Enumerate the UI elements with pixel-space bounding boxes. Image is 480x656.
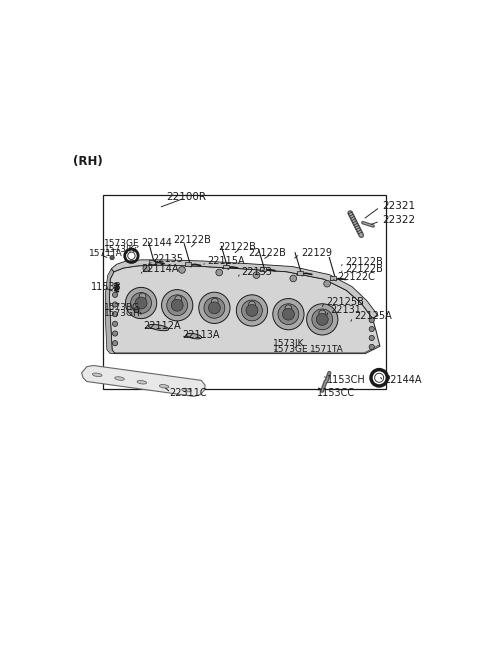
Text: 1573JK: 1573JK (104, 245, 135, 254)
Circle shape (285, 305, 292, 312)
Text: 22144: 22144 (141, 239, 172, 249)
Text: 1573GE: 1573GE (273, 344, 309, 354)
Text: 1573BG: 1573BG (104, 303, 140, 312)
Text: 22144A: 22144A (384, 375, 422, 385)
Circle shape (290, 275, 297, 282)
Text: 22113A: 22113A (182, 330, 219, 340)
Circle shape (369, 318, 374, 323)
Circle shape (319, 310, 325, 317)
Circle shape (112, 340, 118, 346)
Text: 22100R: 22100R (167, 192, 206, 201)
Text: 22125B: 22125B (326, 297, 364, 306)
Circle shape (112, 331, 118, 336)
Text: 1153CH: 1153CH (327, 375, 366, 384)
Circle shape (246, 304, 258, 316)
FancyBboxPatch shape (260, 267, 266, 271)
Circle shape (312, 309, 333, 330)
Text: 22321: 22321 (382, 201, 415, 211)
Circle shape (139, 293, 146, 300)
Text: 22129: 22129 (301, 248, 332, 258)
Circle shape (112, 312, 118, 317)
Circle shape (369, 344, 374, 350)
Text: 22131: 22131 (330, 304, 361, 315)
Circle shape (167, 295, 188, 316)
Circle shape (110, 255, 114, 260)
Ellipse shape (93, 373, 102, 377)
Text: 22115A: 22115A (207, 256, 245, 266)
Polygon shape (106, 269, 115, 354)
Text: 22112A: 22112A (144, 321, 181, 331)
Circle shape (278, 304, 299, 325)
FancyBboxPatch shape (330, 276, 336, 280)
Circle shape (179, 266, 185, 274)
Text: (RH): (RH) (73, 155, 103, 167)
Text: 22133: 22133 (241, 267, 273, 277)
Text: 22122B: 22122B (173, 235, 211, 245)
Circle shape (143, 265, 150, 272)
Text: 1571TA: 1571TA (310, 344, 344, 354)
FancyBboxPatch shape (149, 260, 155, 264)
Circle shape (199, 292, 230, 323)
Circle shape (316, 314, 328, 325)
Circle shape (134, 307, 139, 312)
Circle shape (204, 297, 225, 318)
Polygon shape (82, 365, 205, 396)
Text: 22125A: 22125A (354, 312, 392, 321)
Circle shape (125, 287, 156, 319)
Circle shape (241, 300, 263, 321)
Text: 22311C: 22311C (170, 388, 207, 398)
Circle shape (112, 292, 118, 297)
Ellipse shape (137, 380, 146, 384)
Text: 22122B: 22122B (218, 242, 256, 252)
Ellipse shape (182, 388, 191, 392)
Circle shape (216, 269, 223, 276)
Ellipse shape (148, 325, 168, 331)
Text: 22122B: 22122B (248, 248, 286, 258)
Circle shape (171, 299, 183, 311)
Circle shape (208, 302, 220, 314)
Circle shape (253, 272, 260, 278)
FancyBboxPatch shape (223, 264, 228, 268)
Bar (103, 195, 385, 389)
Text: 1571TA: 1571TA (89, 249, 123, 258)
Circle shape (324, 280, 330, 287)
Circle shape (249, 301, 255, 308)
Text: 1573GE: 1573GE (104, 239, 140, 248)
Text: 22322: 22322 (382, 215, 415, 226)
Circle shape (131, 293, 152, 314)
Text: 22135: 22135 (152, 254, 183, 264)
Text: 1573JK: 1573JK (273, 338, 305, 348)
Text: 22122B: 22122B (346, 257, 384, 268)
Circle shape (307, 304, 338, 335)
Polygon shape (115, 346, 380, 354)
Ellipse shape (115, 377, 124, 380)
Circle shape (211, 298, 218, 305)
Ellipse shape (159, 384, 169, 388)
Circle shape (236, 295, 267, 326)
Text: 22122B: 22122B (346, 264, 384, 274)
Circle shape (135, 297, 147, 309)
Text: 22122C: 22122C (337, 272, 375, 281)
Text: 11533: 11533 (91, 281, 121, 292)
Text: 1573GH: 1573GH (104, 309, 141, 318)
Circle shape (175, 296, 181, 302)
Circle shape (112, 302, 118, 307)
FancyBboxPatch shape (185, 262, 192, 266)
Polygon shape (109, 265, 380, 354)
Circle shape (162, 289, 193, 321)
Circle shape (369, 335, 374, 340)
Ellipse shape (186, 333, 202, 339)
Circle shape (369, 327, 374, 332)
Text: 1153CC: 1153CC (317, 388, 355, 398)
Circle shape (282, 308, 294, 320)
Polygon shape (111, 260, 378, 318)
Text: 22114A: 22114A (141, 264, 179, 274)
Circle shape (112, 321, 118, 327)
FancyBboxPatch shape (297, 271, 302, 275)
Circle shape (273, 298, 304, 330)
